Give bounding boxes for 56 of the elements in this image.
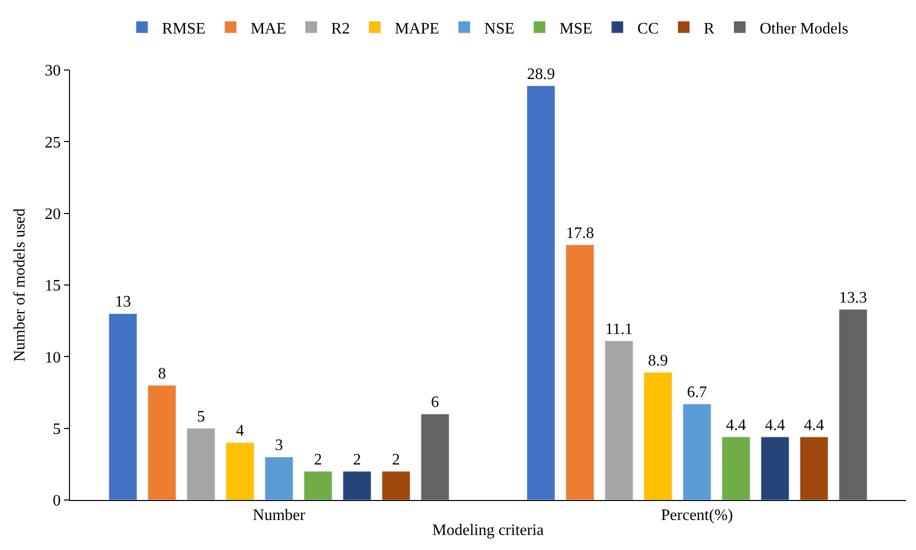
data-label: 5 [196,408,205,426]
data-label: 28.9 [526,66,555,83]
bar [420,414,450,500]
bar [526,86,556,500]
y-tick-label: 5 [52,420,61,438]
data-label: 11.1 [605,320,633,338]
bar [604,340,634,500]
bar [566,244,594,500]
data-label: 13 [114,294,131,311]
bar [186,428,216,500]
legend-label: NSE [484,20,514,38]
legend-label: R2 [331,20,350,38]
x-tick-label: Number [252,507,306,524]
data-label: 6 [431,394,440,411]
y-axis-title: Number of models used [12,208,29,362]
data-label: 4.4 [804,416,824,434]
bar [682,404,712,500]
bar [838,309,868,500]
legend-label: CC [637,20,659,38]
y-tick-label: 15 [44,278,61,295]
bar [108,313,138,500]
legend-label: RMSE [162,20,206,38]
bar [342,471,372,500]
y-tick-label: 25 [44,134,61,152]
data-label: 4.4 [726,416,746,434]
data-label: 8 [158,365,166,382]
bar [148,385,176,500]
data-label: 2 [392,451,400,468]
legend-label: R [704,20,715,38]
bar [644,372,672,500]
bar [800,436,828,500]
bar [226,442,254,500]
y-tick-label: 20 [44,206,61,223]
x-tick-label: Percent(%) [661,507,733,524]
y-tick-label: 0 [52,492,61,510]
data-label: 8.9 [648,352,668,370]
data-label: 2 [314,451,322,468]
legend-label: Other Models [760,20,848,38]
data-label: 17.8 [566,224,594,242]
y-tick-label: 10 [44,349,61,366]
data-label: 6.7 [687,384,707,401]
bar [382,471,410,500]
bar [760,436,790,500]
data-label: 2 [353,451,362,468]
bar [722,436,750,500]
data-label: 13.3 [839,289,868,306]
x-axis-title: Modeling criteria [432,522,544,539]
legend-label: MAE [250,20,286,38]
data-label: 4 [236,422,244,440]
bar [264,456,294,500]
legend-label: MSE [560,20,592,38]
legend-label: MAPE [394,20,440,38]
data-label: 3 [275,437,283,454]
y-tick-label: 30 [44,62,61,80]
data-label: 4.4 [765,416,786,434]
bar [304,471,332,500]
